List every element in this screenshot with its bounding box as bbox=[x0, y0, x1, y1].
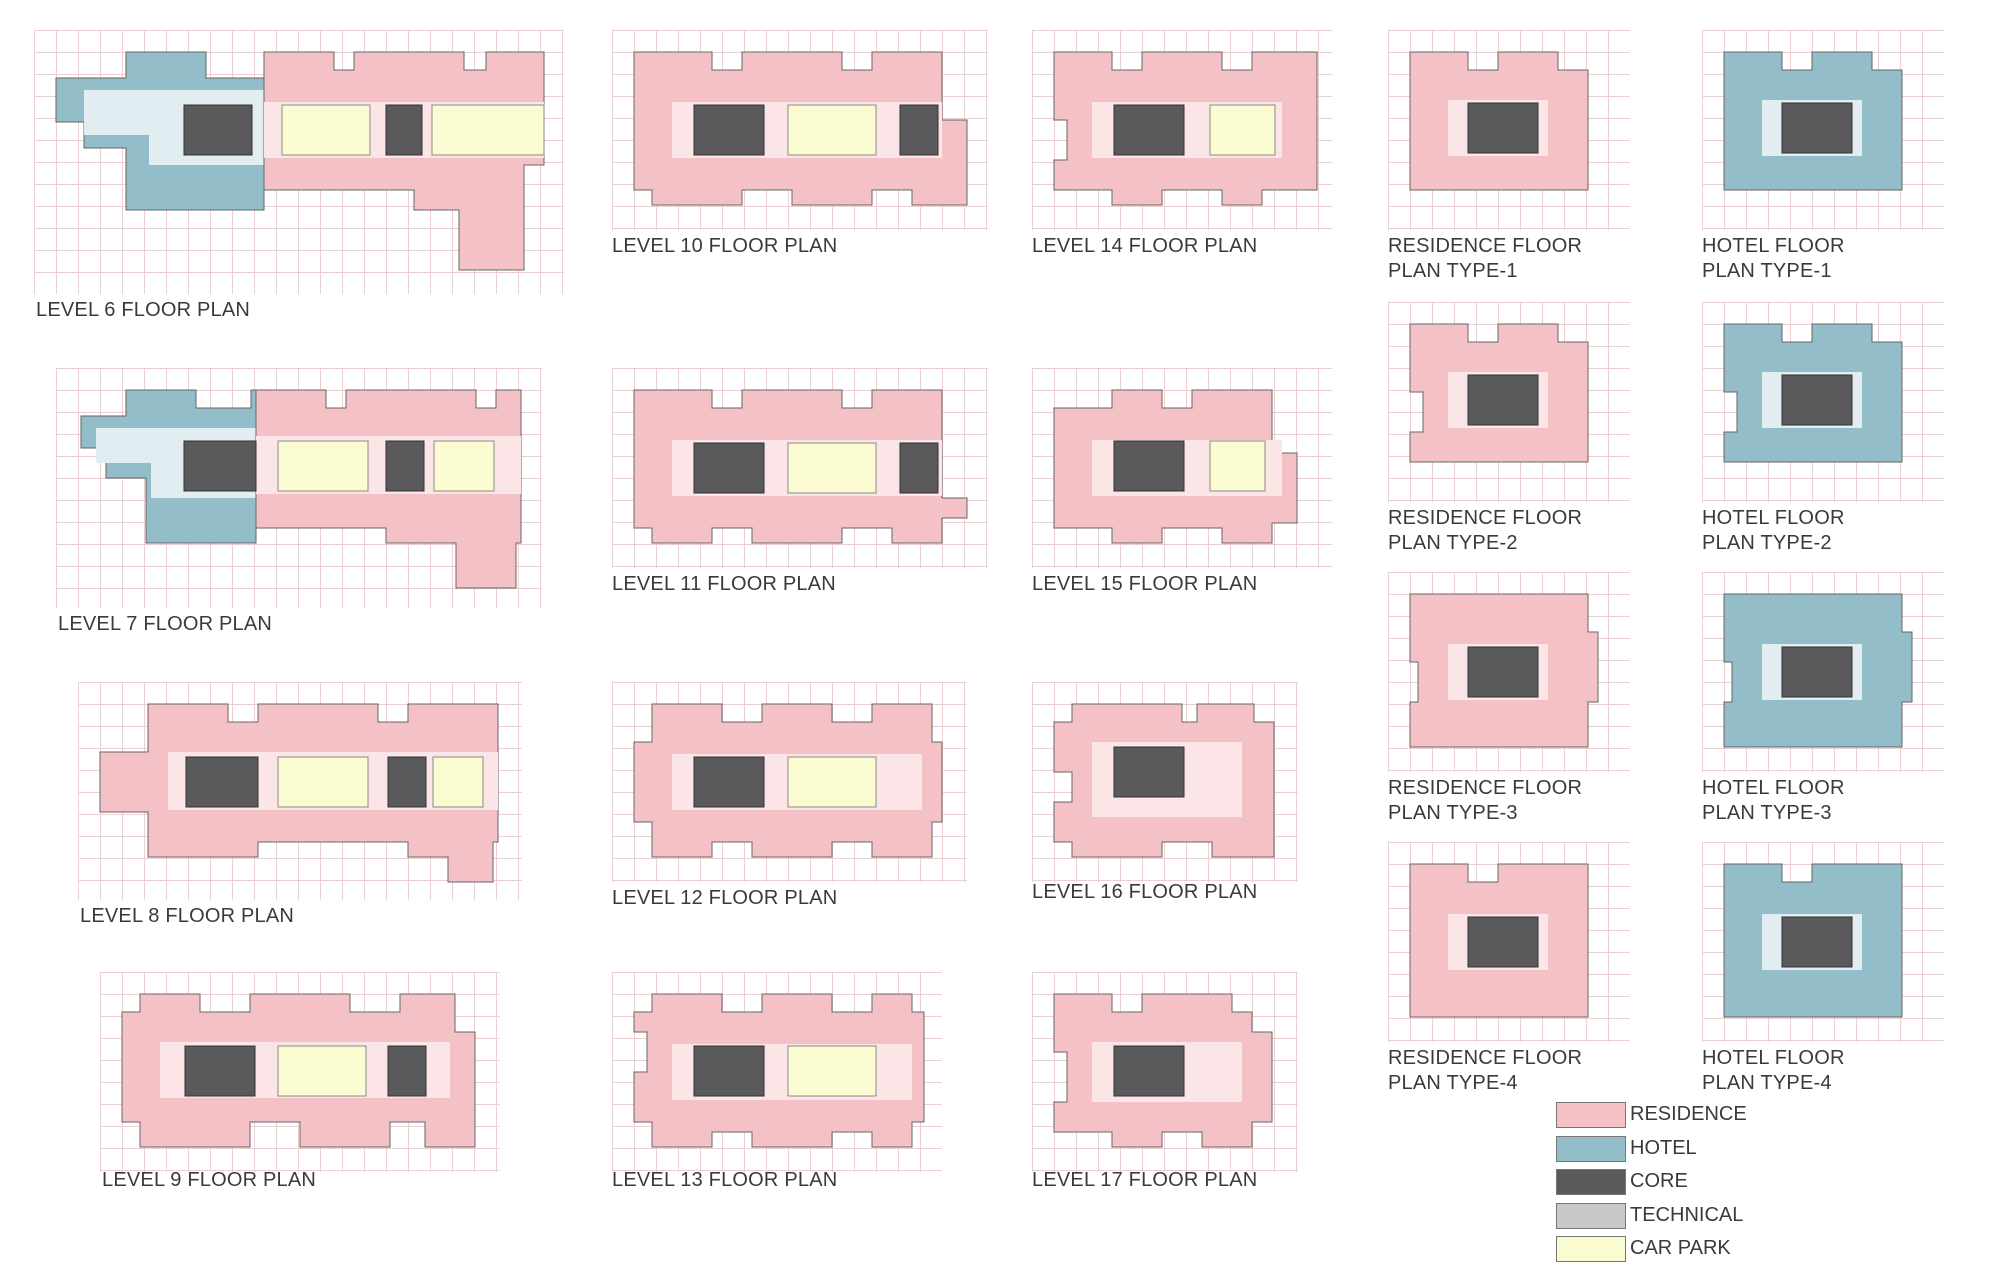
legend-item-residence: RESIDENCE bbox=[1556, 1099, 1856, 1133]
car-park bbox=[277, 1045, 367, 1097]
legend-label: HOTEL bbox=[1630, 1137, 1697, 1159]
core bbox=[1467, 102, 1539, 154]
hotel-type-4-label-line2: PLAN TYPE-4 bbox=[1702, 1072, 1832, 1094]
level-6-label: LEVEL 6 FLOOR PLAN bbox=[36, 299, 251, 321]
core bbox=[693, 756, 765, 808]
residence-zone bbox=[263, 51, 545, 271]
core bbox=[387, 1045, 427, 1097]
hotel-type-2-label-line1: HOTEL FLOOR bbox=[1702, 507, 1845, 529]
core bbox=[184, 1045, 256, 1097]
car-park bbox=[787, 756, 877, 808]
legend-label: TECHNICAL bbox=[1630, 1204, 1744, 1226]
core bbox=[693, 1045, 765, 1097]
legend-swatch bbox=[1556, 1236, 1626, 1262]
core bbox=[899, 104, 939, 156]
legend-swatch bbox=[1556, 1203, 1626, 1229]
core bbox=[693, 442, 765, 494]
core bbox=[899, 442, 939, 494]
car-park bbox=[432, 756, 484, 808]
car-park bbox=[277, 440, 369, 492]
residence-type-2-label-line2: PLAN TYPE-2 bbox=[1388, 532, 1518, 554]
car-park bbox=[433, 440, 495, 492]
level-13-label: LEVEL 13 FLOOR PLAN bbox=[612, 1169, 838, 1191]
core bbox=[693, 104, 765, 156]
core bbox=[1781, 916, 1853, 968]
car-park bbox=[787, 104, 877, 156]
hotel-type-2-label-line2: PLAN TYPE-2 bbox=[1702, 532, 1832, 554]
legend-swatch bbox=[1556, 1102, 1626, 1128]
core bbox=[1467, 916, 1539, 968]
legend-item-technical: TECHNICAL bbox=[1556, 1200, 1856, 1234]
level-11-label: LEVEL 11 FLOOR PLAN bbox=[612, 573, 836, 595]
core bbox=[1781, 646, 1853, 698]
hotel-type-3-label-line2: PLAN TYPE-3 bbox=[1702, 802, 1832, 824]
residence-type-1-label-line2: PLAN TYPE-1 bbox=[1388, 260, 1518, 282]
legend-swatch bbox=[1556, 1169, 1626, 1195]
core bbox=[387, 756, 427, 808]
legend-label: CORE bbox=[1630, 1170, 1688, 1192]
legend-item-hotel: HOTEL bbox=[1556, 1133, 1856, 1167]
hotel-type-3-label-line1: HOTEL FLOOR bbox=[1702, 777, 1845, 799]
hotel-type-1-label-line2: PLAN TYPE-1 bbox=[1702, 260, 1832, 282]
car-park bbox=[787, 1045, 877, 1097]
core bbox=[1113, 746, 1185, 798]
legend-item-core: CORE bbox=[1556, 1166, 1856, 1200]
legend-label: RESIDENCE bbox=[1630, 1103, 1747, 1125]
car-park bbox=[1209, 440, 1266, 492]
core bbox=[1781, 374, 1853, 426]
level-7-label: LEVEL 7 FLOOR PLAN bbox=[58, 613, 273, 635]
legend-item-car-park: CAR PARK bbox=[1556, 1233, 1856, 1267]
core bbox=[1113, 104, 1185, 156]
car-park bbox=[431, 104, 545, 156]
hotel-type-1-label-line1: HOTEL FLOOR bbox=[1702, 235, 1845, 257]
level-10-label: LEVEL 10 FLOOR PLAN bbox=[612, 235, 838, 257]
core bbox=[1113, 1045, 1185, 1097]
core bbox=[1781, 102, 1853, 154]
car-park bbox=[277, 756, 369, 808]
level-15-label: LEVEL 15 FLOOR PLAN bbox=[1032, 573, 1258, 595]
core bbox=[1467, 374, 1539, 426]
core bbox=[185, 756, 259, 808]
core bbox=[385, 104, 423, 156]
residence-type-4-label-line1: RESIDENCE FLOOR bbox=[1388, 1047, 1583, 1069]
level-14-label: LEVEL 14 FLOOR PLAN bbox=[1032, 235, 1258, 257]
level-16-label: LEVEL 16 FLOOR PLAN bbox=[1032, 881, 1258, 903]
level-12-label: LEVEL 12 FLOOR PLAN bbox=[612, 887, 838, 909]
legend-label: CAR PARK bbox=[1630, 1237, 1731, 1259]
core bbox=[1113, 440, 1185, 492]
car-park bbox=[787, 442, 877, 494]
car-park bbox=[281, 104, 371, 156]
core bbox=[183, 104, 253, 156]
car-park bbox=[1209, 104, 1276, 156]
residence-type-3-label-line2: PLAN TYPE-3 bbox=[1388, 802, 1518, 824]
residence-type-4-label-line2: PLAN TYPE-4 bbox=[1388, 1072, 1518, 1094]
core bbox=[183, 440, 257, 492]
hotel-type-4-label-line1: HOTEL FLOOR bbox=[1702, 1047, 1845, 1069]
level-17-label: LEVEL 17 FLOOR PLAN bbox=[1032, 1169, 1258, 1191]
core bbox=[1467, 646, 1539, 698]
level-8-label: LEVEL 8 FLOOR PLAN bbox=[80, 905, 295, 927]
residence-type-3-label-line1: RESIDENCE FLOOR bbox=[1388, 777, 1583, 799]
residence-type-1-label-line1: RESIDENCE FLOOR bbox=[1388, 235, 1583, 257]
core bbox=[385, 440, 425, 492]
legend-swatch bbox=[1556, 1136, 1626, 1162]
level-9-label: LEVEL 9 FLOOR PLAN bbox=[102, 1169, 317, 1191]
residence-type-2-label-line1: RESIDENCE FLOOR bbox=[1388, 507, 1583, 529]
